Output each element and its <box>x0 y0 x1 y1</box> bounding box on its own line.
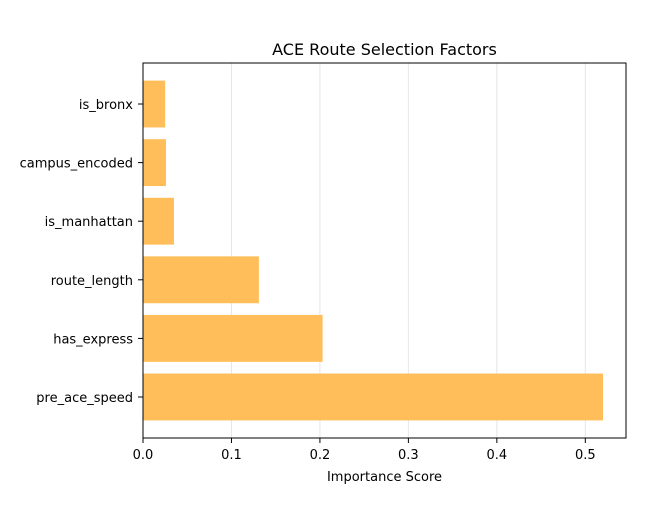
x-tick-label: 0.2 <box>310 448 331 463</box>
y-tick-label: pre_ace_speed <box>36 391 133 406</box>
x-tick-label: 0.0 <box>133 448 154 463</box>
bar-has-express <box>143 314 323 362</box>
bar-is-manhattan <box>143 197 174 245</box>
x-axis-label: Importance Score <box>327 470 442 485</box>
y-tick-label: is_bronx <box>79 98 133 113</box>
bar-campus-encoded <box>143 139 166 187</box>
y-tick-label: is_manhattan <box>45 215 133 230</box>
plot-frame <box>142 62 627 439</box>
bar-route-length <box>143 256 259 304</box>
y-tick-label: route_length <box>51 274 133 289</box>
y-axis-ticks: pre_ace_speed has_express route_length is_m… <box>20 98 143 406</box>
x-tick-label: 0.5 <box>575 448 596 463</box>
x-axis-ticks: 0.0 0.1 0.2 0.3 0.4 0.5 <box>133 438 596 463</box>
x-tick-label: 0.1 <box>221 448 242 463</box>
x-tick-label: 0.3 <box>398 448 419 463</box>
y-tick-label: has_express <box>53 332 133 347</box>
x-tick-label: 0.4 <box>487 448 508 463</box>
bar-is-bronx <box>143 80 166 128</box>
chart-title: ACE Route Selection Factors <box>272 40 497 59</box>
y-tick-label: campus_encoded <box>20 157 133 172</box>
bar-pre-ace-speed <box>143 373 603 421</box>
bars <box>143 80 603 421</box>
